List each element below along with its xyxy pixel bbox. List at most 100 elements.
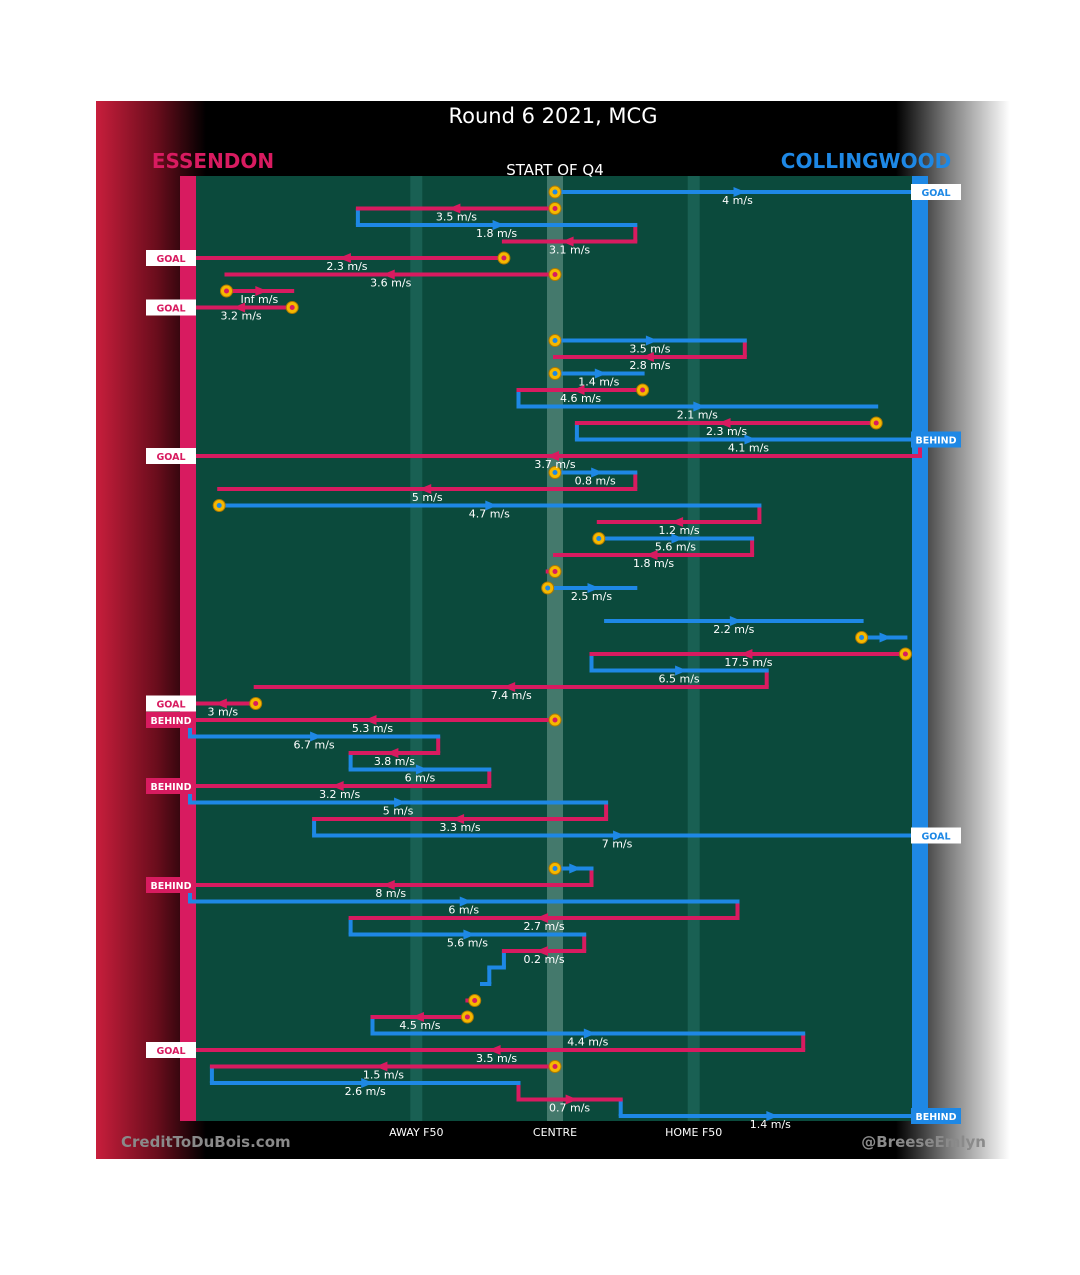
chain-arrow bbox=[583, 1028, 596, 1039]
chain-arrow bbox=[233, 302, 246, 313]
possession-start-dot bbox=[902, 651, 908, 657]
chain-arrow bbox=[375, 1061, 388, 1072]
chain-arrow bbox=[459, 896, 472, 907]
chain-speed-label: 6.5 m/s bbox=[659, 673, 700, 686]
chain-arrow bbox=[364, 715, 377, 725]
chain-speed-label: 5 m/s bbox=[412, 491, 443, 504]
chain-arrow bbox=[310, 731, 323, 742]
possession-start-dot bbox=[501, 255, 507, 261]
outcome-badge-goal bbox=[911, 827, 961, 844]
chain-arrow bbox=[879, 632, 892, 643]
chain-speed-label: 1.4 m/s bbox=[578, 376, 619, 389]
outcome-badge-behind-text: BEHIND bbox=[150, 881, 191, 892]
chain-speed-label: 2.7 m/s bbox=[523, 920, 564, 933]
outcome-badge-behind bbox=[146, 712, 196, 728]
credit-right: @BreeseEmlyn bbox=[861, 1133, 986, 1151]
chain-arrow bbox=[645, 335, 658, 346]
chain-arrow bbox=[740, 649, 753, 659]
chain-arrow bbox=[394, 797, 407, 808]
chain-arrow bbox=[386, 748, 399, 758]
possession-start-dot bbox=[289, 305, 295, 310]
chain-speed-label: 5.6 m/s bbox=[655, 541, 696, 554]
chain-speed-label: 17.5 m/s bbox=[724, 656, 772, 669]
possession-start-dot bbox=[640, 387, 646, 393]
outcome-badge-behind-text: BEHIND bbox=[150, 782, 191, 793]
chain-arrow bbox=[463, 929, 476, 940]
chain-speed-label: 3.6 m/s bbox=[370, 277, 411, 290]
chain-arrow bbox=[561, 236, 574, 247]
chain-arrow bbox=[503, 682, 516, 692]
outcome-badge-goal bbox=[146, 695, 196, 712]
chain-speed-label: 6.7 m/s bbox=[294, 739, 335, 752]
chain-speed-label: 6 m/s bbox=[405, 772, 436, 785]
chain-arrow bbox=[452, 814, 465, 824]
chain-speed-label: 1.4 m/s bbox=[750, 1118, 791, 1131]
possession-start-dot bbox=[873, 420, 879, 426]
chain-arrow bbox=[547, 451, 559, 461]
possession-start-dot bbox=[545, 585, 551, 591]
possession-start-dot bbox=[552, 470, 558, 475]
chain-arrow bbox=[536, 913, 549, 923]
chain-arrow bbox=[338, 253, 351, 263]
chain-arrow bbox=[766, 1111, 779, 1121]
chain-speed-label: 1.2 m/s bbox=[659, 524, 700, 537]
chain-speed-label: 1.8 m/s bbox=[633, 557, 674, 570]
chain-speed-label: 4.4 m/s bbox=[567, 1036, 608, 1049]
outcome-badge-goal bbox=[146, 250, 196, 266]
chain-speed-label: 4.5 m/s bbox=[399, 1019, 440, 1032]
chain-speed-label: 8 m/s bbox=[375, 887, 406, 900]
chain-arrow bbox=[361, 1078, 374, 1088]
chain-speed-label: 5.3 m/s bbox=[352, 722, 393, 735]
chain-markers bbox=[212, 185, 912, 1073]
possession-start-dot bbox=[596, 536, 602, 541]
outcome-badge-goal-text: GOAL bbox=[156, 1046, 185, 1057]
chain-speed-label: 3.5 m/s bbox=[629, 343, 670, 356]
away-f50-band bbox=[410, 176, 423, 1121]
possession-start-dot bbox=[552, 866, 558, 871]
chain-speed-label: 2.8 m/s bbox=[629, 359, 670, 372]
outcome-badge-behind bbox=[146, 877, 196, 893]
chain-speed-label: 3.2 m/s bbox=[319, 788, 360, 801]
outcome-badge-behind bbox=[146, 778, 196, 794]
chain-arrow bbox=[411, 1012, 424, 1022]
outcome-badge-goal-text: GOAL bbox=[156, 700, 185, 711]
chain-speed-label: 3.2 m/s bbox=[221, 310, 262, 323]
chart-frame: Round 6 2021, MCG ESSENDON COLLINGWOOD STAR… bbox=[96, 101, 1010, 1159]
chain-speed-label: 3.5 m/s bbox=[436, 211, 477, 224]
outcome-badge-goal-text: GOAL bbox=[921, 832, 950, 843]
chain-arrow bbox=[729, 616, 742, 626]
outcome-badge-goal-text: GOAL bbox=[156, 254, 185, 265]
team-name-essendon: ESSENDON bbox=[152, 149, 274, 173]
chain-speed-label: 4.6 m/s bbox=[560, 392, 601, 405]
possession-start-dot bbox=[552, 717, 558, 723]
chain-labels: 4 m/s GOAL 3.5 m/s 1.8 m/s 3.1 m/s 2.3 m/s GOA… bbox=[146, 184, 961, 1131]
chain-speed-label: 2.3 m/s bbox=[706, 425, 747, 438]
possession-start-dot bbox=[224, 288, 229, 294]
chain-arrow bbox=[214, 698, 227, 709]
chain-arrow bbox=[671, 517, 684, 527]
possession-start-dot bbox=[552, 272, 558, 277]
essendon-goal-line bbox=[180, 176, 196, 1121]
chart-subtitle: START OF Q4 bbox=[506, 161, 604, 179]
outcome-badge-goal-text: GOAL bbox=[921, 188, 950, 199]
chart-title: Round 6 2021, MCG bbox=[448, 104, 657, 128]
axis-tick-label: AWAY F50 bbox=[389, 1126, 443, 1139]
chain-connectors bbox=[188, 208, 922, 1116]
chain-arrow bbox=[569, 863, 582, 874]
chain-speed-label: 6 m/s bbox=[448, 904, 479, 917]
possession-start-dot bbox=[216, 503, 222, 508]
chain-speed-label: 2.2 m/s bbox=[713, 623, 754, 636]
possession-start-dot bbox=[552, 338, 558, 343]
axis-tick-label: CENTRE bbox=[533, 1126, 577, 1139]
chain-speed-label: 2.3 m/s bbox=[326, 260, 367, 273]
possession-start-dot bbox=[464, 1014, 470, 1020]
chain-speed-label: 1.8 m/s bbox=[476, 227, 517, 240]
team-name-collingwood: COLLINGWOOD bbox=[781, 149, 951, 173]
chain-arrow bbox=[733, 187, 746, 197]
chain-arrow bbox=[591, 467, 604, 478]
chain-arrow bbox=[641, 352, 654, 362]
chain-speed-label: 0.7 m/s bbox=[549, 1102, 590, 1115]
chain-speed-label: 3.7 m/s bbox=[534, 458, 575, 471]
chain-speed-label: 2.1 m/s bbox=[677, 409, 718, 422]
outcome-badge-behind-text: BEHIND bbox=[915, 436, 956, 447]
